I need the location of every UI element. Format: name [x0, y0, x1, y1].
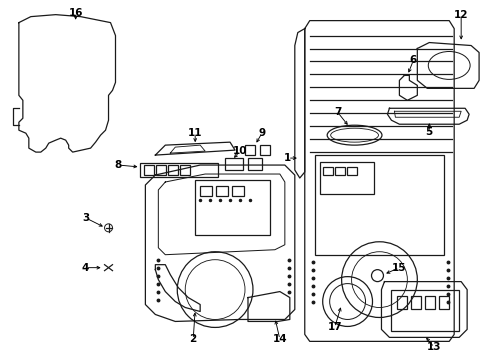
Bar: [322, 167, 332, 175]
Text: 7: 7: [333, 107, 341, 117]
Bar: [232, 186, 244, 196]
Text: 4: 4: [82, 263, 89, 273]
Bar: [334, 167, 344, 175]
Bar: [200, 186, 212, 196]
Bar: [438, 296, 448, 310]
Text: 3: 3: [82, 213, 89, 223]
Bar: [144, 165, 154, 175]
Bar: [216, 186, 227, 196]
Text: 2: 2: [189, 334, 197, 345]
Text: 1: 1: [284, 153, 291, 163]
Text: 16: 16: [68, 8, 83, 18]
Text: 6: 6: [409, 55, 416, 66]
Bar: [140, 163, 218, 177]
Text: 17: 17: [326, 323, 341, 332]
Text: 15: 15: [391, 263, 406, 273]
Bar: [397, 296, 407, 310]
Bar: [168, 165, 178, 175]
Bar: [260, 145, 269, 155]
Text: 10: 10: [232, 146, 247, 156]
Bar: [180, 165, 190, 175]
Text: 11: 11: [187, 128, 202, 138]
Bar: [410, 296, 421, 310]
Text: 13: 13: [426, 342, 441, 352]
Bar: [425, 296, 434, 310]
Bar: [346, 167, 356, 175]
Bar: [247, 158, 262, 170]
Text: 14: 14: [272, 334, 286, 345]
Bar: [224, 158, 243, 170]
Text: 9: 9: [258, 128, 265, 138]
Bar: [156, 165, 166, 175]
Bar: [390, 289, 458, 332]
Text: 8: 8: [115, 160, 122, 170]
Bar: [195, 180, 269, 235]
Bar: [314, 155, 443, 255]
Bar: [319, 162, 374, 194]
Bar: [244, 145, 254, 155]
Text: 5: 5: [425, 127, 432, 137]
Text: 12: 12: [453, 10, 468, 20]
